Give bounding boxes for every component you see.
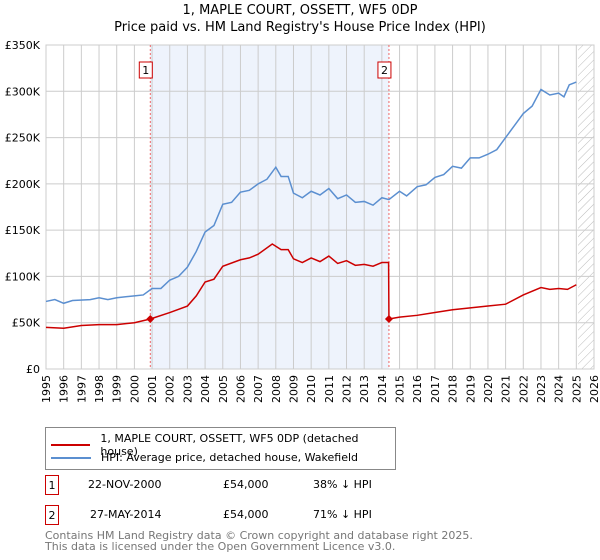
series-line [45,243,577,330]
footer-line: This data is licensed under the Open Gov… [45,540,396,553]
transaction-marker: 1 [45,475,59,495]
x-tick-label: 1999 [111,375,124,403]
transaction-label: 2 [381,64,388,77]
transaction-label-box [377,61,392,79]
y-tick-label: £200K [5,178,41,191]
transaction-date: 22-NOV-2000 [88,478,162,491]
transaction-hpi: 71% ↓ HPI [313,508,372,521]
x-tick-label: 2014 [376,375,389,403]
x-tick-label: 2021 [500,375,513,403]
x-tick-label: 2000 [128,375,141,403]
x-tick-label: 2022 [517,375,530,403]
series-line [45,81,577,305]
footer-line: Contains HM Land Registry data © Crown c… [45,529,473,542]
y-tick-label: £150K [5,224,41,237]
chart-title: 1, MAPLE COURT, OSSETT, WF5 0DP [182,3,418,18]
transaction-label: 1 [142,64,149,77]
plot-frame [45,44,595,370]
transaction-marker: 2 [45,505,59,525]
transaction-row: 1 22-NOV-2000 £54,000 38% ↓ HPI [45,475,545,495]
x-tick-label: 2019 [464,375,477,403]
x-tick-label: 2012 [341,375,354,403]
x-tick-label: 2001 [146,375,159,403]
forecast-hatch [578,45,594,369]
x-tick-label: 2016 [411,375,424,403]
legend: 1, MAPLE COURT, OSSETT, WF5 0DP (detache… [45,427,396,470]
x-tick-label: 2002 [164,375,177,403]
x-tick-label: 2024 [553,375,566,403]
chart-subtitle: Price paid vs. HM Land Registry's House … [114,20,486,35]
x-tick-label: 1996 [58,375,71,403]
transaction-hpi: 38% ↓ HPI [313,478,372,491]
y-tick-label: £0 [26,363,40,376]
y-tick-label: £300K [5,85,41,98]
x-tick-label: 2003 [181,375,194,403]
legend-item-property: 1, MAPLE COURT, OSSETT, WF5 0DP (detache… [51,432,395,458]
x-tick-label: 2023 [535,375,548,403]
price-chart: 1995 1996 1997 1998 1999 2000 2001 2002 2003 2004… [5,39,600,403]
x-tick-label: 1995 [40,375,53,403]
y-tick-label: £250K [5,132,41,145]
transaction-date: 27-MAY-2014 [90,508,162,521]
x-tick-label: 2011 [323,375,336,403]
x-tick-label: 2008 [270,375,283,403]
shaded-period [150,45,389,369]
footer: Contains HM Land Registry data © Crown c… [45,530,473,552]
x-tick-label: 2025 [570,375,583,403]
legend-label: HPI: Average price, detached house, Wake… [101,451,359,464]
x-tick-label: 2017 [429,375,442,403]
transaction-point [146,315,155,324]
legend-label: 1, MAPLE COURT, OSSETT, WF5 0DP (detache… [100,432,359,458]
x-tick-label: 2026 [588,375,600,403]
x-tick-label: 2007 [252,375,265,403]
legend-item-hpi: HPI: Average price, detached house, Wake… [51,451,358,464]
x-tick-label: 2013 [358,375,371,403]
transaction-point [384,315,393,324]
x-tick-label: 2020 [482,375,495,403]
x-tick-label: 2015 [394,375,407,403]
y-tick-label: £350K [5,39,41,52]
x-tick-label: 2004 [199,375,212,403]
transaction-label-box [138,61,153,79]
x-tick-label: 1997 [75,375,88,403]
x-tick-label: 2009 [287,375,300,403]
y-tick-label: £100K [5,270,41,283]
x-tick-label: 2006 [234,375,247,403]
x-tick-label: 2010 [305,375,318,403]
legend-swatch [51,444,91,446]
x-tick-label: 1998 [93,375,106,403]
y-tick-label: £50K [12,317,41,330]
x-tick-label: 2005 [217,375,230,403]
legend-swatch [51,456,91,459]
transaction-price: £54,000 [223,478,269,491]
transaction-price: £54,000 [223,508,269,521]
transaction-row: 2 27-MAY-2014 £54,000 71% ↓ HPI [45,505,545,525]
x-tick-label: 2018 [447,375,460,403]
